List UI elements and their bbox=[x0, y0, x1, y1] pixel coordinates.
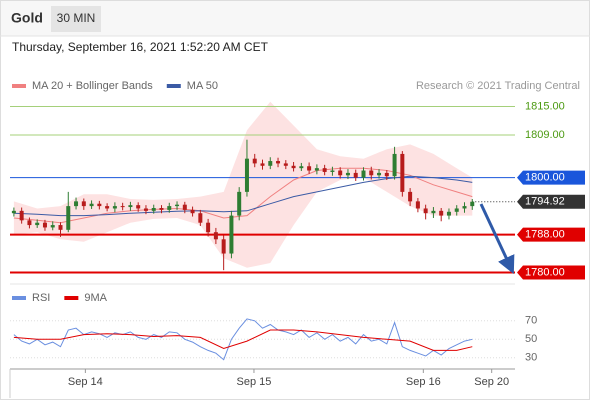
symbol: Gold bbox=[11, 10, 43, 26]
candle-body bbox=[112, 206, 117, 209]
y-tick-label: 50 bbox=[525, 333, 537, 345]
y-tick-label: 30 bbox=[525, 352, 537, 364]
legend-swatch bbox=[12, 296, 26, 300]
candle-body bbox=[159, 208, 164, 210]
forecast-arrow bbox=[479, 203, 515, 275]
timestamp: Thursday, September 16, 2021 1:52:20 AM … bbox=[12, 40, 269, 54]
candle-body bbox=[361, 170, 366, 178]
candle-body bbox=[167, 206, 172, 210]
rsi-panel: 70 50 30 Sep 14 Sep 15 Sep 16 Sep 20 RSI 9MA bbox=[10, 292, 537, 388]
level-label: 1809.00 bbox=[525, 129, 565, 141]
interval-badge[interactable] bbox=[51, 6, 101, 32]
candle-body bbox=[454, 208, 459, 212]
candle-body bbox=[19, 210, 24, 221]
candle-body bbox=[283, 163, 288, 166]
candle-body bbox=[143, 208, 148, 211]
candle-body bbox=[338, 170, 343, 176]
candle-body bbox=[353, 172, 358, 178]
candle-body bbox=[11, 210, 16, 214]
x-tick-label: Sep 15 bbox=[237, 376, 272, 388]
candle-body bbox=[190, 209, 195, 214]
candle-body bbox=[470, 201, 475, 207]
y-tick-label: 70 bbox=[525, 315, 537, 327]
candle-body bbox=[74, 201, 79, 207]
level-label: 1800.00 bbox=[525, 172, 565, 184]
candle-body bbox=[384, 172, 389, 177]
interval[interactable]: 30 MIN bbox=[57, 11, 96, 25]
candle-body bbox=[229, 215, 234, 254]
x-tick-label: Sep 16 bbox=[406, 376, 441, 388]
level-tag bbox=[517, 170, 585, 185]
candle-body bbox=[128, 205, 133, 208]
candle-body bbox=[42, 222, 47, 228]
candle-body bbox=[446, 211, 451, 216]
candle-body bbox=[330, 170, 335, 172]
candle-body bbox=[431, 210, 436, 214]
candle-body bbox=[439, 210, 444, 216]
legend-label: RSI bbox=[32, 292, 50, 304]
level-tag bbox=[517, 227, 585, 242]
candle-body bbox=[58, 225, 63, 230]
indicator-line bbox=[13, 318, 473, 361]
legend-label: MA 50 bbox=[187, 80, 218, 92]
price-panel: 1815.00 1809.00 1800.00 1794.92 1788.00 1780.… bbox=[10, 80, 585, 280]
x-tick-label: Sep 14 bbox=[68, 376, 103, 388]
candle-body bbox=[400, 153, 405, 192]
candle-body bbox=[237, 191, 242, 216]
candle-body bbox=[81, 201, 86, 207]
level-tag bbox=[517, 194, 585, 209]
candle-body bbox=[27, 220, 32, 226]
candle-body bbox=[345, 172, 350, 176]
candle-body bbox=[260, 163, 265, 166]
candle-body bbox=[408, 191, 413, 202]
legend-swatch bbox=[12, 84, 26, 88]
candle-body bbox=[206, 222, 211, 233]
level-label: 1788.00 bbox=[525, 228, 565, 240]
candle-body bbox=[307, 166, 312, 171]
candle-body bbox=[423, 208, 428, 214]
level-label: 1780.00 bbox=[525, 266, 565, 278]
legend-swatch bbox=[64, 296, 79, 300]
candle-body bbox=[105, 206, 110, 209]
candle-body bbox=[322, 168, 327, 172]
candle-body bbox=[369, 170, 374, 176]
candle-body bbox=[221, 239, 226, 254]
candle-body bbox=[213, 232, 218, 240]
candle-body bbox=[136, 205, 141, 209]
candle-body bbox=[120, 206, 125, 208]
candle-body bbox=[392, 153, 397, 177]
candle-body bbox=[377, 172, 382, 176]
candle-body bbox=[244, 158, 249, 192]
bollinger-band bbox=[13, 101, 473, 268]
candle-body bbox=[35, 222, 40, 226]
candle-body bbox=[299, 166, 304, 169]
level-label: 1815.00 bbox=[525, 100, 565, 112]
indicator-line bbox=[13, 329, 473, 351]
candle-body bbox=[462, 206, 467, 209]
candle-body bbox=[182, 204, 187, 210]
candle-body bbox=[314, 168, 319, 171]
candle-body bbox=[415, 201, 420, 209]
candle-body bbox=[252, 158, 257, 164]
credit: Research © 2021 Trading Central bbox=[416, 80, 580, 92]
candle-body bbox=[66, 206, 71, 230]
candle-body bbox=[198, 213, 203, 223]
candle-body bbox=[151, 208, 156, 211]
level-label: 1794.92 bbox=[525, 196, 565, 208]
legend-swatch bbox=[166, 84, 181, 88]
legend-label: 9MA bbox=[84, 292, 107, 304]
candle-body bbox=[89, 203, 94, 207]
candle-body bbox=[276, 161, 281, 164]
candle-body bbox=[291, 165, 296, 169]
candle-body bbox=[97, 203, 102, 207]
candle-body bbox=[50, 225, 55, 228]
level-tag bbox=[517, 265, 585, 280]
candle-body bbox=[175, 204, 180, 207]
candle-body bbox=[268, 161, 273, 166]
x-tick-label: Sep 20 bbox=[474, 376, 509, 388]
legend-label: MA 20 + Bollinger Bands bbox=[32, 80, 153, 92]
